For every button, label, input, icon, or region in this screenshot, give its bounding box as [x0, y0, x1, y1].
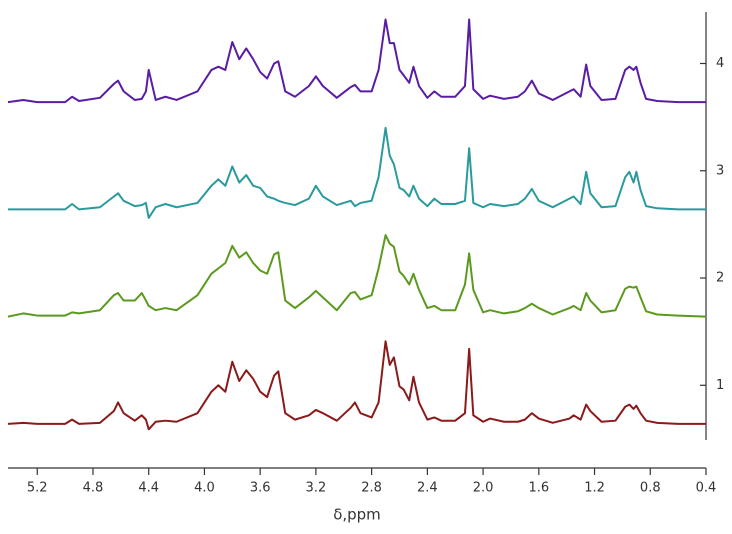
spectrum-line: [7, 18, 706, 104]
x-tick-label: 4.8: [83, 481, 104, 496]
x-tick-label: 5.2: [27, 481, 48, 496]
y-tick-label: 1: [716, 378, 724, 393]
x-tick-label: 3.2: [306, 481, 327, 496]
spectrum-line: [7, 340, 706, 431]
y-tick-label: 4: [716, 56, 724, 71]
y-tick-label: 3: [716, 163, 724, 178]
x-tick-label: 4.4: [138, 481, 159, 496]
x-tick-label: 4.0: [194, 481, 215, 496]
x-tick-label: 1.2: [584, 481, 605, 496]
x-tick-label: 2.8: [361, 481, 382, 496]
spectrum-line: [8, 126, 706, 219]
x-tick-label: 0.8: [640, 481, 661, 496]
x-tick-label: 2.0: [473, 481, 494, 496]
spectrum-line: [7, 234, 707, 318]
x-axis-label: δ,ppm: [333, 506, 381, 524]
x-tick-label: 0.4: [696, 481, 717, 496]
x-tick-label: 2.4: [417, 481, 438, 496]
x-tick-label: 1.6: [528, 481, 549, 496]
x-tick-label: 3.6: [250, 481, 271, 496]
y-tick-label: 2: [716, 271, 724, 286]
